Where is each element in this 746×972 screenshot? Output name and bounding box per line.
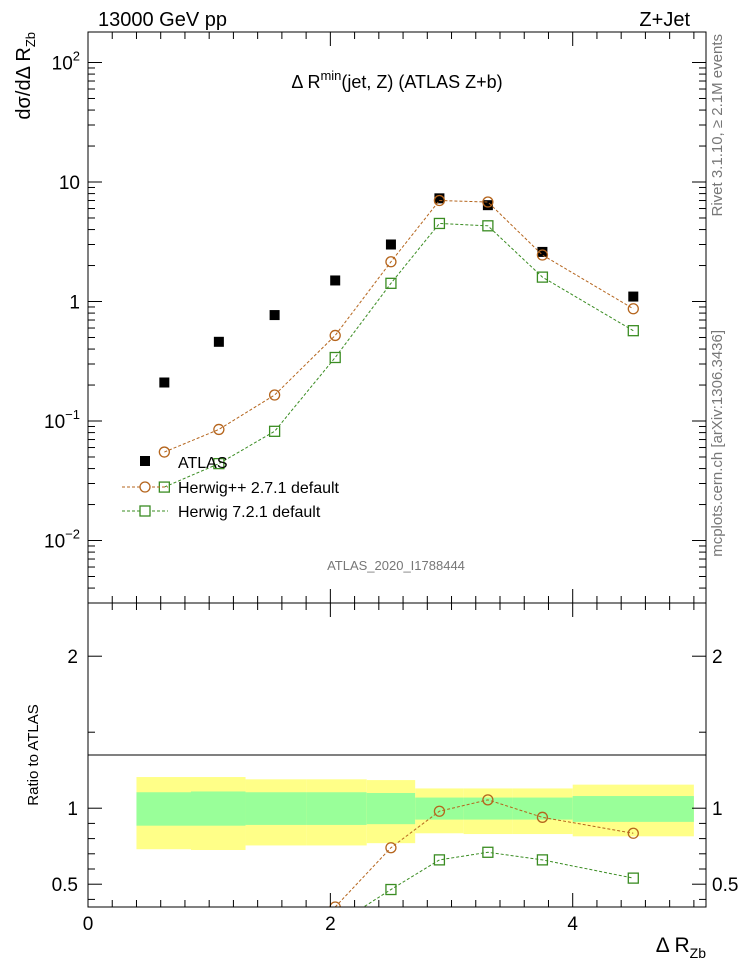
ratio-point-herwig7 [482, 846, 494, 858]
point-atlas [434, 193, 445, 204]
ratio-panel: 0.5 0.5 1 1 2 2 0 2 4 Ratio to ATLAS Δ RZb [25, 602, 739, 961]
point-herwig7 [482, 220, 494, 232]
chart-title: Δ Rmin(jet, Z) (ATLAS Z+b) [291, 68, 502, 92]
point-atlas [537, 246, 548, 257]
ratio-y-tick-label: 2 [67, 647, 78, 668]
point-atlas [269, 310, 280, 321]
analysis-id-label: ATLAS_2020_I1788444 [327, 558, 465, 573]
ratio-point-herwigpp [385, 842, 397, 854]
point-atlas [159, 377, 170, 388]
ratio-band-inner [572, 796, 694, 822]
ratio-point-herwig7 [433, 854, 446, 866]
ratio-point-herwigpp [536, 811, 549, 823]
main-y-tick-label: 10−2 [44, 527, 80, 553]
legend-label-herwigpp: Herwig++ 2.7.1 default [178, 480, 340, 497]
point-herwigpp [627, 303, 639, 315]
ratio-y-tick-label-right: 0.5 [712, 875, 738, 896]
legend-label-herwig7: Herwig 7.2.1 default [178, 504, 321, 521]
process-label: Z+Jet [639, 9, 690, 31]
ratio-y-tick-label: 0.5 [52, 875, 78, 896]
rivet-version-label: Rivet 3.1.10, ≥ 2.1M events [709, 34, 726, 217]
ratio-line-herwigpp [334, 799, 634, 907]
x-tick-label: 0 [83, 914, 94, 935]
x-tick-labels: 0 2 4 [83, 914, 579, 935]
x-tick-label: 4 [567, 914, 578, 935]
ratio-band-inner [306, 792, 367, 825]
point-atlas [385, 239, 396, 250]
ratio-band-inner [191, 791, 246, 826]
point-atlas [628, 291, 639, 302]
legend-marker-atlas [140, 456, 150, 466]
ratio-axis-ticks [87, 603, 706, 907]
ratio-frame [87, 602, 707, 908]
point-herwigpp [433, 194, 446, 207]
ratio-point-herwig7 [385, 883, 397, 896]
ratio-point-herwig7 [627, 872, 639, 884]
main-y-axis-label: dσ/dΔ RZb [13, 32, 38, 120]
point-herwig7 [385, 277, 397, 289]
ratio-y-tick-label-right: 1 [712, 799, 723, 820]
energy-label: 13000 GeV pp [98, 9, 227, 31]
ratio-y-tick-label-right: 2 [712, 647, 723, 668]
legend-entry-herwig7: Herwig 7.2.1 default [122, 504, 321, 521]
ratio-series-layer [329, 794, 639, 907]
main-y-tick-label: 10 [59, 173, 80, 194]
legend-marker-herwig7 [139, 505, 151, 517]
ratio-band-inner [366, 793, 416, 825]
point-herwigpp [213, 423, 225, 436]
ratio-line-herwig7 [362, 851, 634, 907]
x-tick-label: 2 [325, 914, 336, 935]
ratio-y-axis-label: Ratio to ATLAS [25, 704, 42, 805]
ratio-uncertainty-bands [136, 777, 694, 850]
ratio-band-inner [512, 797, 573, 820]
series-line-herwig7 [164, 222, 634, 488]
point-herwigpp [268, 389, 281, 401]
ratio-point-herwigpp [627, 827, 639, 839]
point-herwigpp [482, 196, 494, 208]
ratio-point-herwigpp [482, 794, 494, 806]
ratio-band-inner [245, 792, 307, 825]
point-herwig7 [329, 351, 341, 364]
ratio-point-herwigpp [329, 901, 341, 907]
point-herwig7 [213, 457, 225, 470]
point-atlas [330, 275, 341, 286]
point-herwigpp [158, 446, 170, 458]
point-herwigpp [385, 256, 397, 268]
ratio-y-tick-label: 1 [67, 799, 78, 820]
ratio-point-herwigpp [433, 805, 446, 817]
ratio-point-herwig7 [536, 854, 549, 866]
main-y-tick-labels: 10−2 10−1 1 10 102 [44, 49, 80, 553]
main-y-tick-label: 102 [52, 49, 80, 75]
ratio-band-inner [136, 792, 191, 826]
ratio-band-inner [415, 797, 464, 820]
main-y-tick-label: 1 [69, 293, 80, 314]
source-label: mcplots.cern.ch [arXiv:1306.3436] [709, 330, 726, 557]
point-herwig7 [627, 325, 639, 337]
point-herwig7 [433, 217, 446, 230]
legend-marker-herwigpp [139, 481, 151, 493]
main-series-layer [158, 193, 639, 493]
main-y-tick-label: 10−1 [44, 407, 80, 433]
x-axis-label: Δ RZb [656, 934, 706, 961]
point-atlas [213, 336, 224, 347]
point-herwig7 [268, 425, 281, 437]
ratio-y-tick-labels: 0.5 0.5 1 1 2 2 [52, 647, 739, 896]
point-atlas [482, 200, 493, 211]
main-axis-ticks [87, 32, 706, 604]
point-herwigpp [536, 249, 549, 261]
legend: ATLAS Herwig++ 2.7.1 default Herwig 7.2.… [122, 455, 340, 521]
ratio-band-inner [463, 797, 513, 820]
point-herwig7 [536, 271, 549, 283]
main-panel: 10−2 10−1 1 10 102 dσ/dΔ RZb Δ Rmin(jet, Z) … [13, 31, 707, 604]
legend-entry-herwigpp: Herwig++ 2.7.1 default [122, 480, 340, 497]
legend-label-atlas: ATLAS [178, 455, 228, 472]
point-herwigpp [329, 329, 341, 342]
legend-entry-atlas: ATLAS [140, 455, 228, 472]
series-line-herwigpp [164, 200, 634, 453]
